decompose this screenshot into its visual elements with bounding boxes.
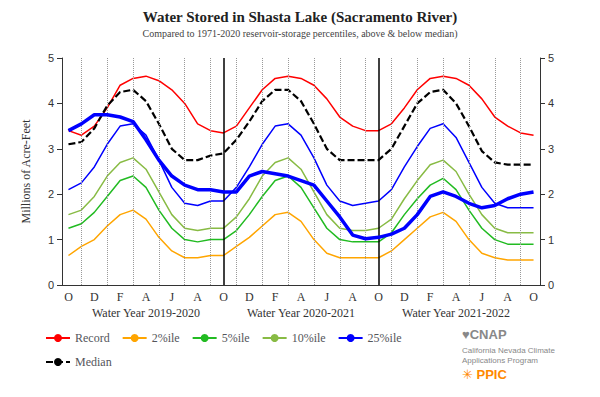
svg-text:Water Year 2021-2022: Water Year 2021-2022 <box>402 306 510 320</box>
svg-text:Compared to 1971-2020 reservoi: Compared to 1971-2020 reservoir-storage … <box>143 28 458 40</box>
svg-text:Water Stored in Shasta Lake (S: Water Stored in Shasta Lake (Sacramento … <box>143 9 457 26</box>
svg-text:1: 1 <box>48 234 54 246</box>
svg-text:Applications Program: Applications Program <box>462 356 538 365</box>
svg-text:♥CNAP: ♥CNAP <box>462 327 507 342</box>
svg-text:5%ile: 5%ile <box>222 331 250 345</box>
svg-text:F: F <box>272 290 279 304</box>
svg-text:Water Year 2019-2020: Water Year 2019-2020 <box>92 306 200 320</box>
svg-text:A: A <box>348 290 357 304</box>
svg-text:J: J <box>325 290 330 304</box>
svg-text:O: O <box>529 290 538 304</box>
svg-text:A: A <box>297 290 306 304</box>
svg-text:2: 2 <box>48 188 54 200</box>
svg-text:D: D <box>400 290 409 304</box>
svg-text:✳ PPIC: ✳ PPIC <box>462 367 507 382</box>
svg-text:4: 4 <box>548 97 554 109</box>
svg-text:D: D <box>245 290 254 304</box>
svg-text:Record: Record <box>75 331 110 345</box>
svg-text:10%ile: 10%ile <box>292 331 326 345</box>
svg-text:2%ile: 2%ile <box>152 331 180 345</box>
svg-text:3: 3 <box>548 143 554 155</box>
svg-text:0: 0 <box>48 279 54 291</box>
svg-text:Water Year 2020-2021: Water Year 2020-2021 <box>247 306 355 320</box>
svg-text:5: 5 <box>548 52 554 64</box>
svg-text:A: A <box>452 290 461 304</box>
svg-text:O: O <box>219 290 228 304</box>
svg-text:3: 3 <box>48 143 54 155</box>
svg-text:4: 4 <box>48 97 54 109</box>
svg-text:J: J <box>169 290 174 304</box>
svg-text:2: 2 <box>548 188 554 200</box>
svg-text:California Nevada Climate: California Nevada Climate <box>462 346 555 355</box>
svg-text:F: F <box>427 290 434 304</box>
svg-text:D: D <box>90 290 99 304</box>
svg-text:F: F <box>117 290 124 304</box>
svg-text:A: A <box>503 290 512 304</box>
svg-text:0: 0 <box>548 279 554 291</box>
svg-text:O: O <box>64 290 73 304</box>
svg-text:5: 5 <box>48 52 54 64</box>
svg-text:O: O <box>374 290 383 304</box>
svg-text:A: A <box>142 290 151 304</box>
svg-text:J: J <box>480 290 485 304</box>
svg-text:1: 1 <box>548 234 554 246</box>
svg-text:A: A <box>193 290 202 304</box>
svg-text:Millions of Acre-Feet: Millions of Acre-Feet <box>19 119 33 224</box>
svg-text:25%ile: 25%ile <box>368 331 402 345</box>
svg-text:Median: Median <box>75 355 112 369</box>
